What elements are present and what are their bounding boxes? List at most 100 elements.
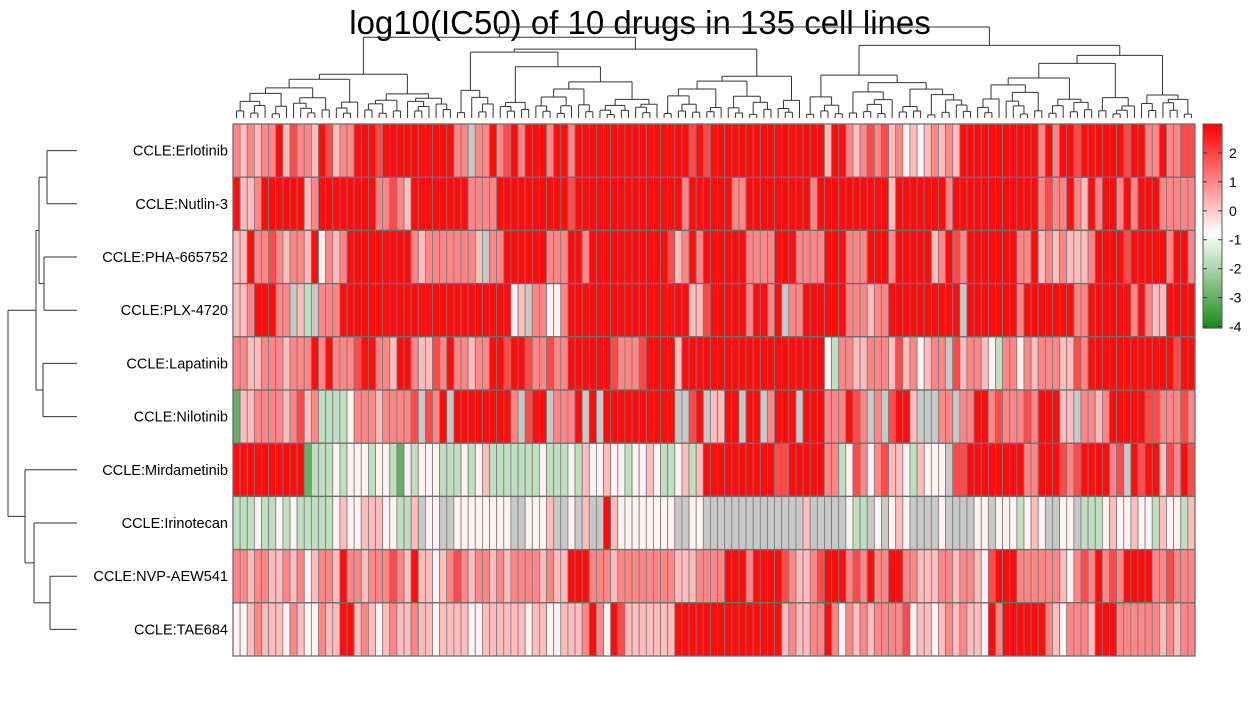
heatmap-cell xyxy=(1137,495,1146,550)
heatmap-cell xyxy=(923,495,932,550)
heatmap-cell xyxy=(802,549,811,604)
row-label: CCLE:NVP-AEW541 xyxy=(93,569,228,585)
heatmap-cell xyxy=(1044,336,1053,391)
heatmap-cell xyxy=(239,283,248,338)
heatmap-cell xyxy=(346,389,355,444)
heatmap-cell xyxy=(367,389,376,444)
heatmap-cell xyxy=(417,495,426,550)
heatmap-cell xyxy=(467,229,476,284)
heatmap-cell xyxy=(930,123,939,178)
heatmap-cell xyxy=(717,336,726,391)
heatmap-cell xyxy=(617,602,626,657)
heatmap-cell xyxy=(396,336,405,391)
heatmap-cell xyxy=(1073,495,1082,550)
color-legend-swatch xyxy=(1203,189,1222,192)
row-label: CCLE:Irinotecan xyxy=(122,516,228,532)
heatmap-cell xyxy=(524,549,533,604)
heatmap-cell xyxy=(824,389,832,444)
heatmap-cell xyxy=(909,283,918,338)
heatmap-cell xyxy=(1187,283,1196,338)
heatmap-cell xyxy=(253,229,262,284)
heatmap-cell xyxy=(432,495,441,550)
heatmap-cell xyxy=(688,495,697,550)
heatmap-cell xyxy=(888,549,897,604)
color-legend-swatch xyxy=(1203,254,1222,258)
heatmap-cell xyxy=(710,442,718,497)
heatmap-cell xyxy=(923,123,932,178)
heatmap-cell xyxy=(845,123,854,178)
heatmap-cell xyxy=(902,495,911,550)
heatmap-cell xyxy=(375,123,384,178)
heatmap-cell xyxy=(1094,602,1103,657)
heatmap-cell xyxy=(310,389,319,444)
heatmap-cell xyxy=(1016,336,1025,391)
heatmap-cell xyxy=(446,176,455,231)
heatmap-cell xyxy=(417,229,426,284)
heatmap-cell xyxy=(424,123,433,178)
color-legend-swatch xyxy=(1203,193,1222,196)
heatmap-cell xyxy=(360,549,369,604)
heatmap-cell xyxy=(346,176,355,231)
heatmap-cell xyxy=(439,123,448,178)
heatmap-cell xyxy=(752,602,761,657)
heatmap-cell xyxy=(1087,389,1096,444)
heatmap-cell xyxy=(1094,229,1103,284)
heatmap-cell xyxy=(310,123,319,178)
heatmap-cell xyxy=(581,389,590,444)
heatmap-cell xyxy=(881,389,889,444)
heatmap-cell xyxy=(389,389,398,444)
color-legend-swatch xyxy=(1203,270,1222,274)
heatmap-cell xyxy=(353,123,362,178)
heatmap-cell xyxy=(289,602,298,657)
heatmap-cell xyxy=(396,283,405,338)
heatmap-cell xyxy=(752,283,761,338)
heatmap-cell xyxy=(574,229,583,284)
heatmap-cell xyxy=(1037,549,1046,604)
color-legend-swatch xyxy=(1203,162,1222,166)
heatmap-cell xyxy=(788,123,797,178)
heatmap-cell xyxy=(560,176,569,231)
heatmap-cell xyxy=(781,495,790,550)
heatmap-cell xyxy=(1166,123,1175,178)
heatmap-cell xyxy=(1087,442,1096,497)
heatmap-cell xyxy=(510,495,519,550)
heatmap-cell xyxy=(1109,283,1118,338)
heatmap-cell xyxy=(261,549,270,604)
heatmap-cell xyxy=(909,495,918,550)
heatmap-cell xyxy=(1180,123,1189,178)
heatmap-cell xyxy=(824,495,832,550)
heatmap-cell xyxy=(774,389,783,444)
heatmap-cell xyxy=(410,549,419,604)
heatmap-cell xyxy=(603,123,612,178)
heatmap-cell xyxy=(460,229,469,284)
heatmap-cell xyxy=(852,176,861,231)
heatmap-cell xyxy=(809,495,818,550)
heatmap-cell xyxy=(866,123,875,178)
heatmap-cell xyxy=(631,123,640,178)
heatmap-cell xyxy=(503,283,512,338)
heatmap-cell xyxy=(446,283,455,338)
heatmap-cell xyxy=(759,549,768,604)
heatmap-cell xyxy=(482,549,490,604)
heatmap-cell xyxy=(938,389,946,444)
heatmap-cell xyxy=(596,336,604,391)
heatmap-cell xyxy=(1109,495,1118,550)
heatmap-cell xyxy=(1002,602,1011,657)
row-label: CCLE:PHA-665752 xyxy=(102,250,228,266)
heatmap-cell xyxy=(1037,123,1046,178)
heatmap-cell xyxy=(353,495,362,550)
heatmap-cell xyxy=(1094,549,1103,604)
heatmap-cell xyxy=(303,283,312,338)
heatmap-cell xyxy=(439,495,448,550)
heatmap-cell xyxy=(930,442,939,497)
heatmap-cell xyxy=(296,123,305,178)
heatmap-cell xyxy=(239,549,248,604)
heatmap-cell xyxy=(774,442,783,497)
heatmap-cell xyxy=(1044,549,1053,604)
heatmap-cell xyxy=(660,389,669,444)
heatmap-cell xyxy=(296,602,305,657)
heatmap-cell xyxy=(424,176,433,231)
heatmap-cell xyxy=(959,389,968,444)
heatmap-cell xyxy=(859,495,868,550)
heatmap-cell xyxy=(310,549,319,604)
